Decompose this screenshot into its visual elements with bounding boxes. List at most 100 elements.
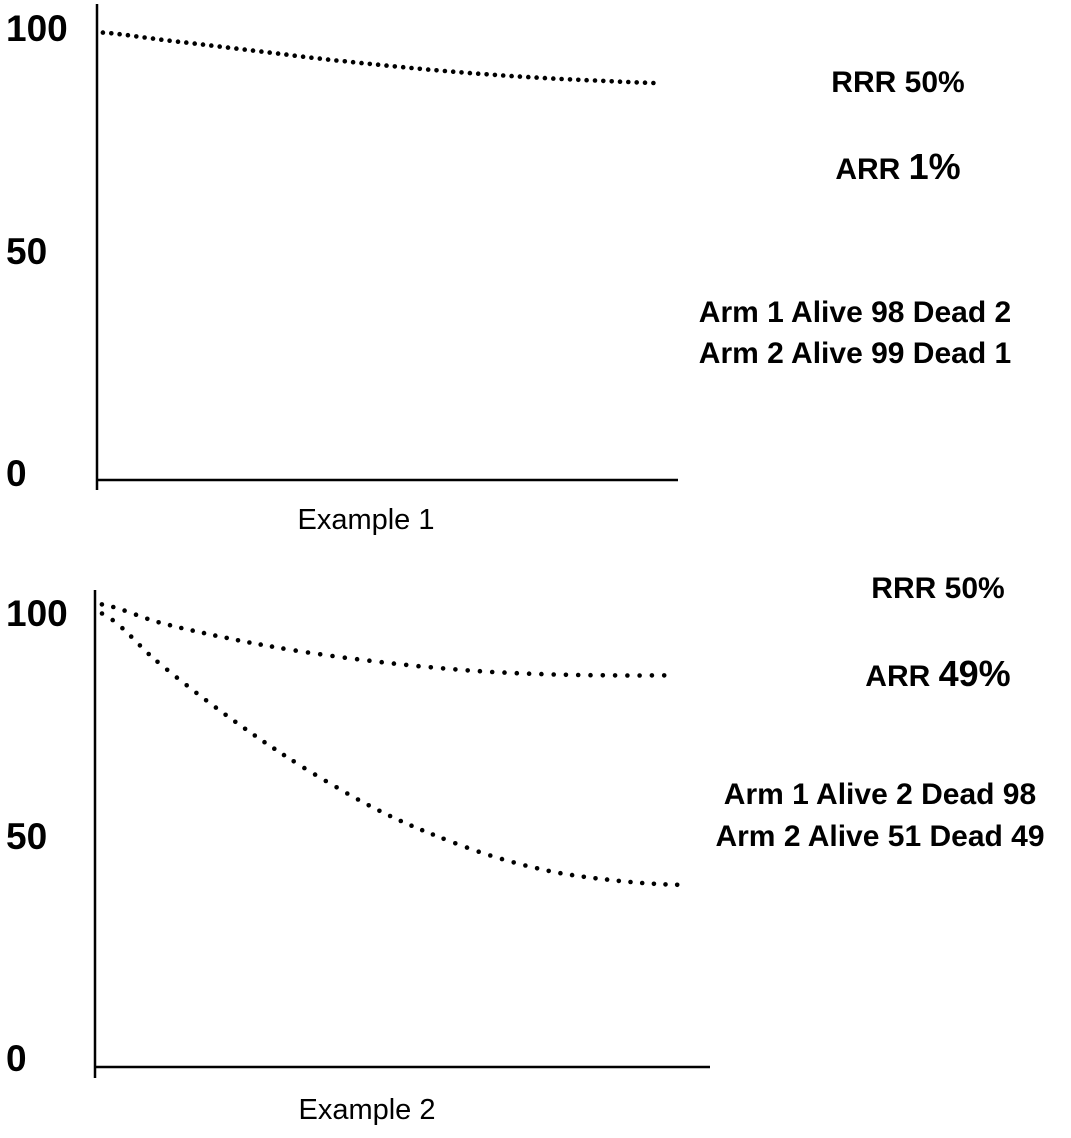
curve-dot bbox=[213, 633, 218, 638]
curve-dot bbox=[242, 47, 247, 52]
curve-dot bbox=[190, 628, 195, 633]
curve-dot bbox=[146, 651, 151, 657]
curve-dot bbox=[430, 832, 436, 837]
curve-dot bbox=[262, 739, 267, 745]
curve-dot bbox=[323, 778, 329, 784]
curve-dot bbox=[302, 765, 307, 771]
curve-dot bbox=[634, 80, 639, 85]
curve-dot bbox=[312, 772, 318, 777]
curve-dot bbox=[592, 78, 598, 83]
curve-dot bbox=[440, 666, 446, 671]
curve-dot bbox=[617, 79, 623, 84]
curve-dot bbox=[419, 827, 425, 833]
curve-dot bbox=[534, 866, 540, 871]
curve-dot bbox=[137, 643, 143, 648]
curve-dot bbox=[233, 719, 238, 725]
curve-dot bbox=[184, 40, 189, 45]
arr-label: ARR bbox=[865, 660, 930, 693]
curve-dot bbox=[502, 670, 507, 675]
arm-1-summary: Arm 1 Alive 98 Dead 2 bbox=[699, 296, 1011, 329]
curve-dot bbox=[309, 55, 314, 60]
curve-dot bbox=[164, 667, 170, 673]
curve-dot bbox=[384, 63, 389, 68]
curve-dot bbox=[317, 652, 323, 657]
curve-dot bbox=[209, 43, 214, 48]
curve-dot bbox=[600, 673, 606, 678]
arr-annotation: ARR 1% bbox=[835, 146, 960, 187]
curve-dot bbox=[563, 672, 569, 678]
curve-dot bbox=[120, 625, 125, 631]
curve-dot bbox=[484, 72, 489, 77]
curve-dot bbox=[281, 752, 287, 758]
curve-dot bbox=[284, 52, 289, 57]
chart-series-2 bbox=[99, 611, 680, 888]
curve-dot bbox=[134, 34, 139, 39]
curve-dot bbox=[604, 877, 610, 882]
curve-dot bbox=[674, 882, 680, 888]
curve-dot bbox=[626, 79, 631, 85]
chart-panel-2: 100 50 0 Example 2 RRR 50% ARR 49% Arm 1… bbox=[6, 572, 1045, 1126]
y-tick-label-0: 0 bbox=[6, 453, 27, 494]
curve-dot bbox=[642, 80, 648, 85]
y-tick-label-50: 50 bbox=[6, 816, 47, 857]
curve-dot bbox=[488, 853, 493, 858]
curve-dot bbox=[387, 813, 393, 819]
curve-dot bbox=[213, 705, 219, 710]
curve-dot bbox=[267, 50, 273, 55]
chart-series-1 bbox=[100, 30, 656, 86]
curve-dot bbox=[117, 31, 122, 37]
curve-dot bbox=[400, 64, 406, 70]
curve-dot bbox=[453, 667, 458, 672]
curve-dot bbox=[292, 53, 298, 58]
curve-dot bbox=[167, 622, 173, 628]
y-tick-label-100: 100 bbox=[6, 593, 68, 634]
y-tick-label-100: 100 bbox=[6, 8, 68, 49]
curve-dot bbox=[417, 66, 423, 72]
curve-dot bbox=[616, 878, 622, 884]
curve-dot bbox=[661, 673, 667, 678]
curve-dot bbox=[355, 797, 361, 802]
curve-dot bbox=[581, 874, 587, 880]
curve-dot bbox=[224, 635, 229, 641]
curve-dot bbox=[99, 602, 105, 607]
rrr-label: RRR bbox=[831, 66, 896, 99]
curve-dot bbox=[628, 879, 633, 885]
curve-dot bbox=[259, 49, 264, 54]
curve-dot bbox=[305, 650, 311, 655]
curve-dot bbox=[450, 69, 456, 74]
curve-dot bbox=[601, 78, 606, 84]
curve-dot bbox=[442, 68, 448, 74]
curve-dot bbox=[639, 880, 645, 886]
rrr-value: 50% bbox=[945, 572, 1005, 605]
curve-dot bbox=[201, 630, 207, 636]
curve-dot bbox=[551, 672, 556, 677]
curve-dot bbox=[334, 58, 339, 63]
curve-dot bbox=[379, 659, 385, 665]
rrr-annotation: RRR 50% bbox=[831, 66, 964, 99]
curve-dot bbox=[110, 617, 115, 623]
curve-dot bbox=[234, 46, 239, 51]
curve-dot bbox=[526, 74, 531, 80]
curve-dot bbox=[334, 785, 339, 790]
curve-dot bbox=[359, 60, 364, 66]
curve-dot bbox=[609, 79, 614, 84]
curve-dot bbox=[392, 64, 398, 69]
curve-dot bbox=[192, 41, 197, 46]
curve-dot bbox=[425, 67, 431, 72]
curve-dot bbox=[464, 845, 470, 850]
curve-dot bbox=[247, 640, 252, 645]
curve-dot bbox=[651, 881, 657, 887]
curve-dot bbox=[391, 661, 397, 666]
curve-dot bbox=[111, 604, 116, 610]
curve-dot bbox=[377, 808, 382, 814]
curve-dot bbox=[275, 51, 281, 56]
curve-dot bbox=[434, 68, 439, 73]
curve-dot bbox=[100, 30, 106, 35]
curve-dot bbox=[651, 80, 656, 86]
chart-series-1 bbox=[99, 602, 667, 678]
curve-dot bbox=[575, 672, 581, 678]
curve-dot bbox=[184, 683, 189, 688]
curve-dot bbox=[398, 818, 404, 824]
curve-dot bbox=[467, 70, 473, 76]
